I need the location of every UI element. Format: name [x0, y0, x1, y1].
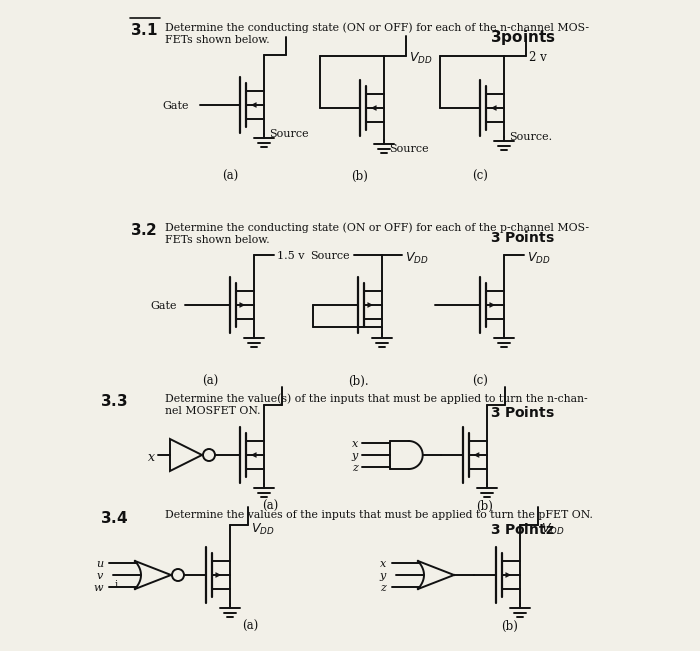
Text: FETs shown below.: FETs shown below.	[165, 235, 270, 245]
Text: nel MOSFET ON.: nel MOSFET ON.	[165, 406, 260, 416]
Text: x: x	[148, 451, 155, 464]
Text: $\mathbf{3.1}$: $\mathbf{3.1}$	[130, 22, 158, 38]
Text: Determine the conducting state (ON or OFF) for each of the n-channel MOS-: Determine the conducting state (ON or OF…	[165, 22, 589, 33]
Text: (a): (a)	[262, 500, 278, 513]
Text: x: x	[351, 439, 358, 449]
Text: (b): (b)	[477, 500, 494, 513]
Text: Source.: Source.	[509, 132, 552, 142]
Text: (c): (c)	[472, 170, 488, 183]
Text: w: w	[94, 583, 103, 593]
Text: $V_{DD}$: $V_{DD}$	[409, 51, 433, 66]
Text: Determine the values of the inputs that must be applied to turn the pFET ON.: Determine the values of the inputs that …	[165, 510, 593, 520]
Text: $V_{DD}$: $V_{DD}$	[405, 251, 428, 266]
Text: (b): (b)	[502, 620, 519, 633]
Text: Gate: Gate	[162, 101, 188, 111]
Text: $\mathbf{3.4}$: $\mathbf{3.4}$	[100, 510, 128, 526]
Text: (a): (a)	[202, 375, 218, 388]
Text: u: u	[96, 559, 103, 569]
Text: z: z	[380, 583, 386, 593]
Text: Source: Source	[310, 251, 350, 261]
Text: x: x	[379, 559, 386, 569]
Text: $\mathbf{3points}$: $\mathbf{3points}$	[490, 28, 556, 47]
Text: $\mathbf{3\ Points}$: $\mathbf{3\ Points}$	[490, 405, 555, 420]
Text: z: z	[352, 463, 358, 473]
Text: 1.5 v: 1.5 v	[277, 251, 304, 261]
Text: FETs shown below.: FETs shown below.	[165, 35, 270, 45]
Text: $V_{DD}$: $V_{DD}$	[251, 522, 274, 537]
Text: $V_{DD}$: $V_{DD}$	[527, 251, 551, 266]
Text: $V_{DD}$: $V_{DD}$	[541, 522, 565, 537]
Text: (a): (a)	[222, 170, 238, 183]
Text: (b): (b)	[351, 170, 368, 183]
Text: $\mathbf{3.2}$: $\mathbf{3.2}$	[130, 222, 158, 238]
Text: Determine the value(s) of the inputs that must be applied to turn the n-chan-: Determine the value(s) of the inputs tha…	[165, 393, 587, 404]
Text: (a): (a)	[242, 620, 258, 633]
Text: Gate: Gate	[150, 301, 176, 311]
Text: (b).: (b).	[348, 375, 368, 388]
Text: y: y	[351, 451, 358, 461]
Text: $\mathbf{3\ Points}$: $\mathbf{3\ Points}$	[490, 230, 555, 245]
Text: $\mathbf{3.3}$: $\mathbf{3.3}$	[100, 393, 128, 409]
Text: Source: Source	[389, 144, 428, 154]
Text: Source: Source	[269, 129, 309, 139]
Text: 2 v: 2 v	[529, 51, 547, 64]
Text: (c): (c)	[472, 375, 488, 388]
Text: y: y	[379, 571, 386, 581]
Text: v: v	[97, 571, 103, 581]
Text: Determine the conducting state (ON or OFF) for each of the p-channel MOS-: Determine the conducting state (ON or OF…	[165, 222, 589, 232]
Text: i: i	[115, 580, 118, 589]
Text: $\mathbf{3\ Pointz}$: $\mathbf{3\ Pointz}$	[490, 522, 554, 537]
